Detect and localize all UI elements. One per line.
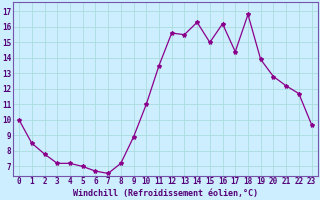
X-axis label: Windchill (Refroidissement éolien,°C): Windchill (Refroidissement éolien,°C) bbox=[73, 189, 258, 198]
